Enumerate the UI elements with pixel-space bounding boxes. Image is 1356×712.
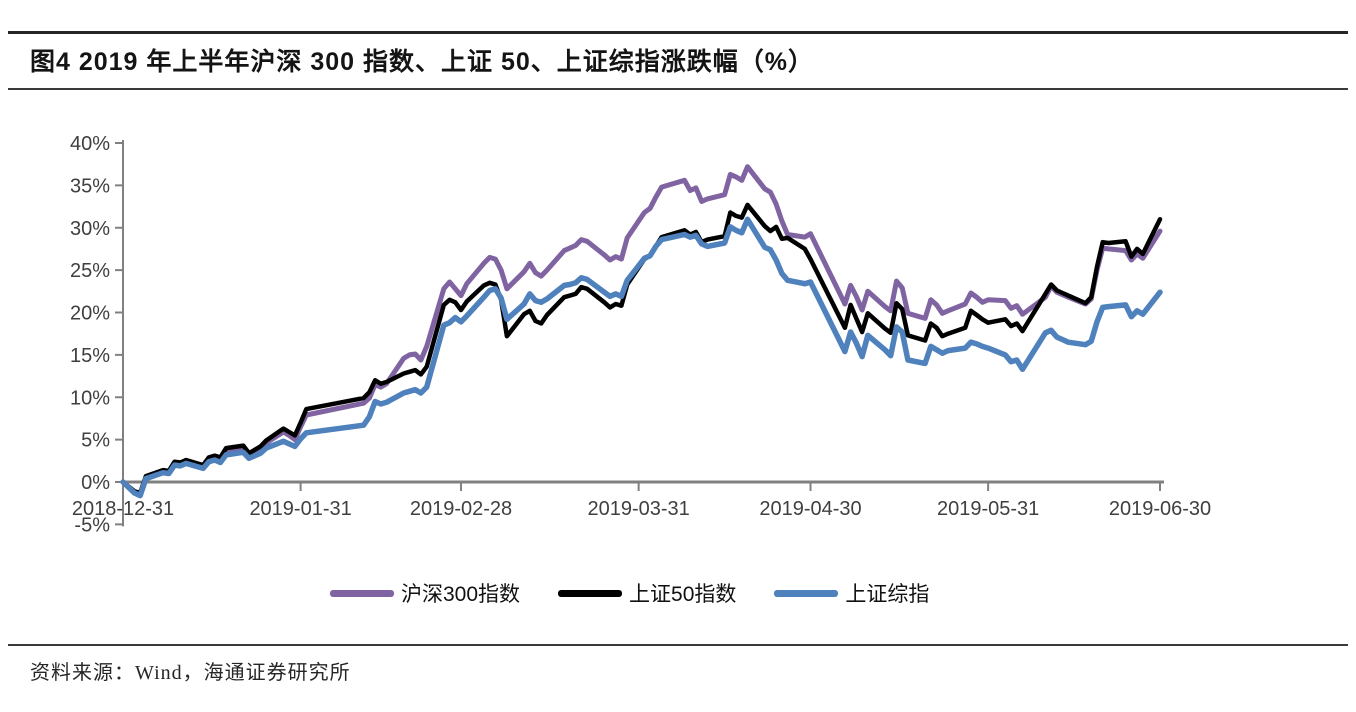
x-axis-label: 2018-12-31 bbox=[72, 498, 174, 520]
x-axis-label: 2019-05-31 bbox=[937, 498, 1039, 520]
x-axis-label: 2019-02-28 bbox=[410, 498, 512, 520]
legend-label-sse50: 上证50指数 bbox=[629, 583, 737, 606]
source-text: 资料来源：Wind，海通证券研究所 bbox=[30, 662, 351, 684]
y-axis-label: 0% bbox=[81, 472, 110, 494]
legend-item-sse50: 上证50指数 bbox=[558, 578, 736, 608]
y-axis-label: -5% bbox=[74, 514, 110, 536]
series-line-sse_composite bbox=[120, 216, 1163, 499]
y-axis-label: 20% bbox=[70, 303, 110, 325]
legend-item-csi300: 沪深300指数 bbox=[330, 578, 520, 608]
y-axis-label: 15% bbox=[70, 345, 110, 367]
y-axis-label: 5% bbox=[81, 430, 110, 452]
top-rule bbox=[8, 31, 1348, 34]
legend-item-sse_composite: 上证综指 bbox=[774, 578, 929, 608]
figure-title: 图4 2019 年上半年沪深 300 指数、上证 50、上证综指涨跌幅（%） bbox=[30, 48, 814, 76]
y-axis-label: 35% bbox=[70, 175, 110, 197]
legend-label-sse_composite: 上证综指 bbox=[845, 583, 930, 606]
x-axis-label: 2019-04-30 bbox=[759, 498, 861, 520]
y-axis-label: 10% bbox=[70, 387, 110, 409]
legend-swatch-csi300 bbox=[330, 589, 394, 597]
y-axis-label: 25% bbox=[70, 260, 110, 282]
x-axis-label: 2019-06-30 bbox=[1109, 498, 1211, 520]
chart-legend: 沪深300指数 上证50指数 上证综指 bbox=[330, 578, 929, 608]
line-chart: 40% 35% 30% 25% 20% 15% 10% 5% 0% -5%2018-12-31 20… bbox=[70, 133, 1211, 536]
series-line-csi300 bbox=[120, 164, 1163, 498]
x-axis-label: 2019-03-31 bbox=[587, 498, 689, 520]
title-divider-rule bbox=[8, 88, 1348, 90]
legend-swatch-sse_composite bbox=[774, 589, 839, 597]
series-line-sse50 bbox=[120, 202, 1163, 496]
y-axis-label: 40% bbox=[70, 133, 110, 155]
y-axis-label: 30% bbox=[70, 218, 110, 240]
chart-area: 40% 35% 30% 25% 20% 15% 10% 5% 0% -5% 2018-12-31 20… bbox=[0, 95, 1356, 555]
x-axis-label: 2019-01-31 bbox=[249, 498, 351, 520]
legend-label-csi300: 沪深300指数 bbox=[401, 583, 521, 606]
legend-swatch-sse50 bbox=[558, 589, 623, 597]
footer-rule bbox=[8, 644, 1348, 646]
